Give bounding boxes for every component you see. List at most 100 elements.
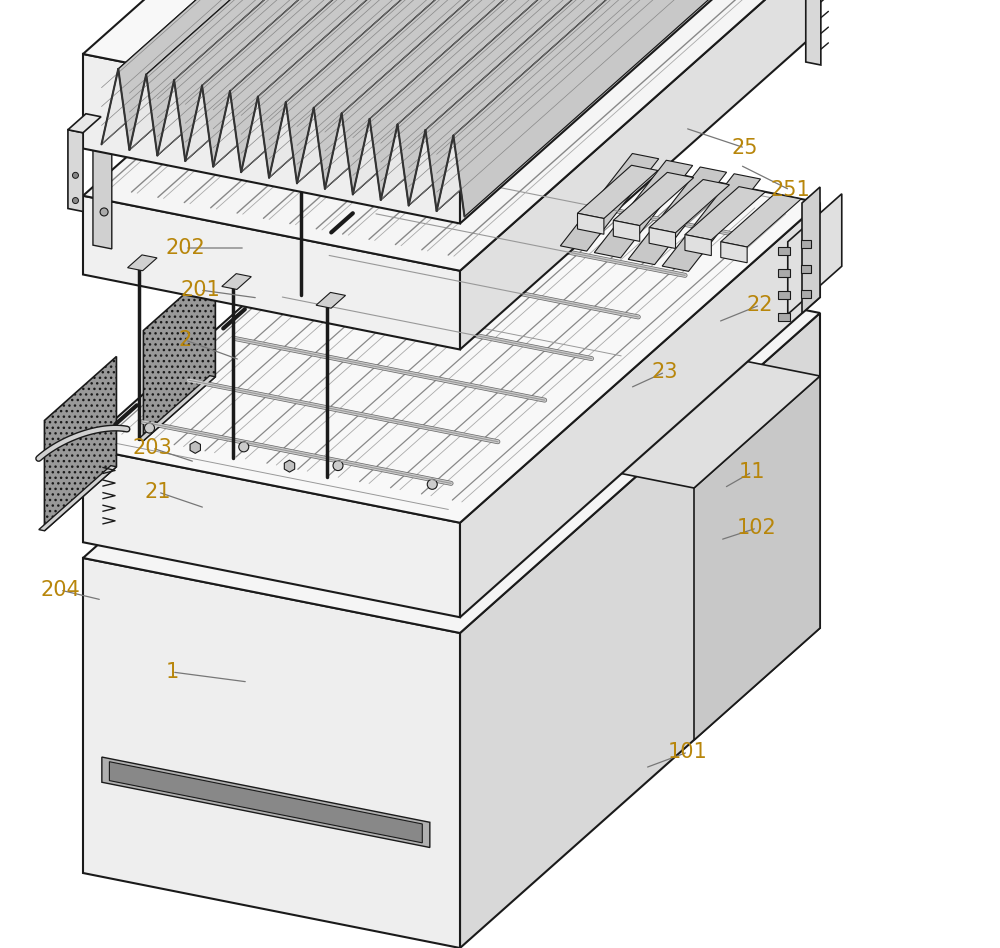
Text: 203: 203 [132,438,172,458]
Polygon shape [202,0,548,167]
Polygon shape [685,187,765,240]
Polygon shape [290,111,319,127]
Polygon shape [146,0,492,155]
Text: 102: 102 [737,518,777,538]
Polygon shape [685,234,711,256]
Polygon shape [594,160,693,258]
Polygon shape [578,213,604,234]
Polygon shape [613,173,694,226]
Polygon shape [83,0,820,271]
Polygon shape [425,0,771,211]
Polygon shape [269,0,621,177]
Circle shape [72,197,78,204]
Polygon shape [129,0,481,150]
Text: 204: 204 [40,580,80,600]
Polygon shape [806,0,821,65]
Polygon shape [83,0,820,129]
Polygon shape [244,1,263,115]
Polygon shape [325,0,676,189]
Polygon shape [460,203,820,617]
Circle shape [72,173,78,178]
Circle shape [100,208,108,216]
Polygon shape [174,0,520,161]
Polygon shape [118,0,464,150]
Polygon shape [83,238,820,633]
Polygon shape [39,465,116,531]
Polygon shape [721,242,747,263]
Polygon shape [353,0,704,194]
Polygon shape [788,193,842,314]
Polygon shape [109,761,422,843]
Polygon shape [102,0,453,144]
Polygon shape [316,292,346,308]
Text: 11: 11 [739,462,765,482]
Polygon shape [460,0,820,350]
Polygon shape [694,376,820,740]
Polygon shape [409,0,760,206]
Polygon shape [222,274,251,289]
Polygon shape [613,220,640,242]
Text: 202: 202 [165,238,205,258]
Polygon shape [297,0,649,183]
Polygon shape [370,0,716,200]
Polygon shape [662,173,761,271]
Bar [778,246,790,254]
Polygon shape [721,193,801,247]
Polygon shape [128,255,157,271]
Circle shape [144,423,154,433]
Polygon shape [649,228,676,248]
Text: 101: 101 [668,742,708,762]
Bar [801,240,811,247]
Circle shape [427,480,437,489]
Text: 21: 21 [145,482,171,502]
Text: 1: 1 [165,662,179,682]
Polygon shape [83,558,460,948]
Circle shape [333,461,343,470]
Polygon shape [381,0,732,200]
Circle shape [239,442,249,452]
Polygon shape [628,167,727,264]
Polygon shape [437,0,788,211]
Polygon shape [258,0,604,177]
Polygon shape [102,757,430,848]
Polygon shape [578,165,658,218]
Polygon shape [286,0,632,183]
Polygon shape [314,0,660,189]
Polygon shape [342,0,688,194]
Bar [801,290,811,299]
Bar [801,265,811,273]
Polygon shape [93,135,112,249]
Text: 2: 2 [178,330,192,350]
Polygon shape [143,266,215,441]
Polygon shape [398,0,743,206]
Polygon shape [44,356,116,531]
Circle shape [251,74,259,82]
Polygon shape [460,313,820,948]
Polygon shape [241,0,593,173]
Text: 201: 201 [180,280,220,300]
Polygon shape [802,187,820,313]
Text: 22: 22 [747,295,773,315]
Polygon shape [560,154,659,251]
Bar [778,291,790,299]
Bar [778,313,790,320]
Bar [778,268,790,277]
Polygon shape [83,128,820,522]
Text: 251: 251 [770,180,810,200]
Polygon shape [562,350,820,488]
Polygon shape [138,375,215,441]
Polygon shape [460,0,820,224]
Text: 23: 23 [652,362,678,382]
Text: 25: 25 [732,138,758,158]
Polygon shape [83,447,460,617]
Polygon shape [68,130,83,211]
Polygon shape [157,0,509,155]
Polygon shape [213,0,565,167]
Polygon shape [185,0,537,161]
Polygon shape [230,0,576,173]
Polygon shape [83,195,460,350]
Polygon shape [453,0,799,216]
Polygon shape [649,179,730,233]
Polygon shape [83,54,460,224]
Polygon shape [68,114,101,133]
